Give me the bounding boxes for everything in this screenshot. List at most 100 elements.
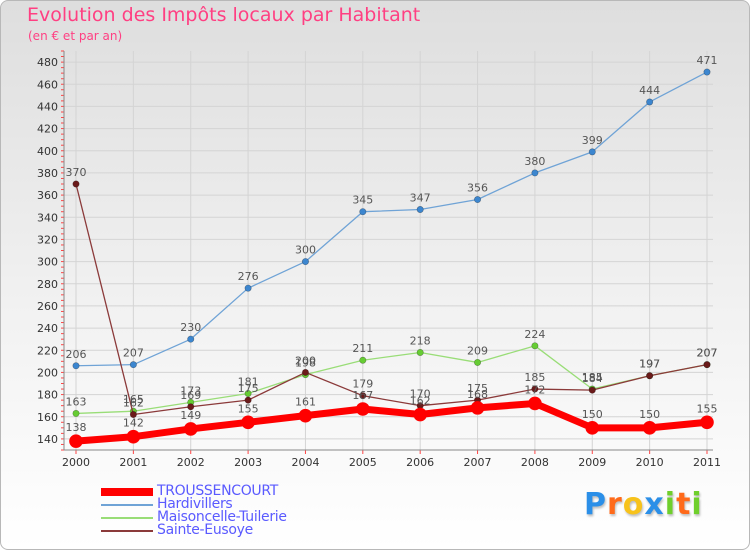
data-label-troussencourt-2005: 167 <box>352 389 373 402</box>
data-label-maisoncelle-tuilerie-2010: 197 <box>639 358 660 371</box>
data-label-troussencourt-2002: 149 <box>180 409 201 422</box>
series-line-sainte-eusoye <box>75 183 708 416</box>
x-tick-label-2002: 2002 <box>177 456 205 469</box>
x-tick-label-2007: 2007 <box>464 456 492 469</box>
data-point-hardivillers-2007 <box>474 196 482 204</box>
data-point-hardivillers-2001 <box>129 361 137 369</box>
y-tick-label-180: 180 <box>37 389 58 402</box>
legend: TROUSSENCOURT Hardivillers Maisoncelle-Tui… <box>101 483 401 538</box>
data-point-maisoncelle-tuilerie-2006 <box>416 348 424 356</box>
data-label-troussencourt-2010: 150 <box>639 408 660 421</box>
x-tick-label-2004: 2004 <box>291 456 319 469</box>
y-tick-label-240: 240 <box>37 322 58 335</box>
y-tick-label-440: 440 <box>37 100 58 113</box>
series-line-troussencourt <box>72 399 711 445</box>
data-point-hardivillers-2003 <box>244 284 252 292</box>
y-tick-label-340: 340 <box>37 211 58 224</box>
legend-label-troussencourt: TROUSSENCOURT <box>157 483 279 499</box>
x-tick-label-2009: 2009 <box>578 456 606 469</box>
data-label-hardivillers-2011: 471 <box>697 54 718 67</box>
legend-item-troussencourt: TROUSSENCOURT <box>101 483 401 499</box>
data-label-maisoncelle-tuilerie-2003: 181 <box>238 375 259 388</box>
y-tick-label-460: 460 <box>37 78 58 91</box>
legend-swatch-troussencourt <box>101 487 153 496</box>
data-label-hardivillers-2008: 380 <box>524 155 545 168</box>
data-label-hardivillers-2007: 356 <box>467 182 488 195</box>
data-point-sainte-eusoye-2003 <box>244 396 252 404</box>
y-tick-label-400: 400 <box>37 145 58 158</box>
legend-swatch-sainte-eusoye <box>101 529 153 532</box>
data-label-sainte-eusoye-2003: 175 <box>238 382 259 395</box>
data-point-sainte-eusoye-2005 <box>359 392 367 400</box>
data-point-sainte-eusoye-2010 <box>646 372 654 380</box>
y-tick-label-140: 140 <box>37 433 58 446</box>
logo-letter: i <box>664 487 677 522</box>
data-label-maisoncelle-tuilerie-2004: 198 <box>295 357 316 370</box>
data-label-troussencourt-2001: 142 <box>123 417 144 430</box>
data-label-troussencourt-2000: 138 <box>66 421 87 434</box>
proxiti-logo: Proxiti <box>584 487 703 522</box>
data-point-hardivillers-2011 <box>703 68 711 76</box>
series-line-maisoncelle-tuilerie <box>75 345 708 415</box>
x-tick-label-2011: 2011 <box>693 456 721 469</box>
y-tick-label-300: 300 <box>37 256 58 269</box>
data-point-hardivillers-2009 <box>588 148 596 156</box>
y-tick-label-260: 260 <box>37 300 58 313</box>
data-point-hardivillers-2008 <box>531 169 539 177</box>
data-point-troussencourt-2003 <box>241 415 255 430</box>
data-point-sainte-eusoye-2004 <box>301 368 309 376</box>
plot-area <box>64 51 713 450</box>
y-tick-label-380: 380 <box>37 167 58 180</box>
data-point-troussencourt-2011 <box>700 415 714 430</box>
x-tick-label-2006: 2006 <box>406 456 434 469</box>
chart-subtitle: (en € et par an) <box>28 29 123 43</box>
y-tick-label-480: 480 <box>37 56 58 69</box>
logo-letter: o <box>622 487 645 522</box>
data-point-troussencourt-2005 <box>356 402 370 416</box>
data-label-troussencourt-2011: 155 <box>697 402 718 415</box>
x-tick-label-2010: 2010 <box>636 456 664 469</box>
x-tick-label-2000: 2000 <box>62 456 90 469</box>
legend-swatch-hardivillers <box>101 503 153 506</box>
data-point-sainte-eusoye-2011 <box>703 361 711 369</box>
logo-letter: t <box>676 487 692 522</box>
data-point-hardivillers-2000 <box>72 362 80 370</box>
data-label-maisoncelle-tuilerie-2005: 211 <box>352 342 373 355</box>
x-tick-label-2005: 2005 <box>349 456 377 469</box>
data-label-hardivillers-2004: 300 <box>295 244 316 257</box>
data-label-maisoncelle-tuilerie-2009: 185 <box>582 371 603 384</box>
data-label-troussencourt-2009: 150 <box>582 408 603 421</box>
data-point-sainte-eusoye-2008 <box>531 385 539 393</box>
y-tick-label-360: 360 <box>37 189 58 202</box>
data-point-maisoncelle-tuilerie-2003 <box>244 389 252 397</box>
data-label-hardivillers-2006: 347 <box>410 191 431 204</box>
legend-item-hardivillers: Hardivillers <box>101 496 401 512</box>
chart-title: Evolution des Impôts locaux par Habitant <box>27 4 421 26</box>
x-tick-label-2003: 2003 <box>234 456 262 469</box>
data-point-troussencourt-2001 <box>126 429 141 444</box>
legend-item-sainte-eusoye: Sainte-Eusoye <box>101 522 401 538</box>
legend-swatch-maisoncelle-tuilerie <box>101 516 153 519</box>
data-point-hardivillers-2006 <box>416 205 424 213</box>
logo-letter: x <box>644 487 665 522</box>
data-label-sainte-eusoye-2000: 370 <box>66 166 87 179</box>
data-point-hardivillers-2010 <box>646 98 654 106</box>
data-label-sainte-eusoye-2008: 185 <box>524 371 545 384</box>
data-point-sainte-eusoye-2000 <box>72 180 80 188</box>
data-label-troussencourt-2003: 155 <box>238 402 259 415</box>
data-label-troussencourt-2004: 161 <box>295 396 316 409</box>
data-label-hardivillers-2003: 276 <box>238 270 259 283</box>
logo-letter: i <box>691 487 703 522</box>
y-tick-label-220: 220 <box>37 344 58 357</box>
y-tick-label-320: 320 <box>37 233 58 246</box>
data-label-maisoncelle-tuilerie-2008: 224 <box>524 328 545 341</box>
data-label-sainte-eusoye-2002: 169 <box>180 389 201 402</box>
series-line-hardivillers <box>75 71 708 367</box>
legend-label-hardivillers: Hardivillers <box>157 496 233 512</box>
data-point-maisoncelle-tuilerie-2005 <box>359 356 367 364</box>
logo-letter: r <box>607 487 623 522</box>
data-label-sainte-eusoye-2007: 175 <box>467 382 488 395</box>
data-point-troussencourt-2000 <box>69 434 83 448</box>
data-label-sainte-eusoye-2010: 197 <box>639 358 660 371</box>
